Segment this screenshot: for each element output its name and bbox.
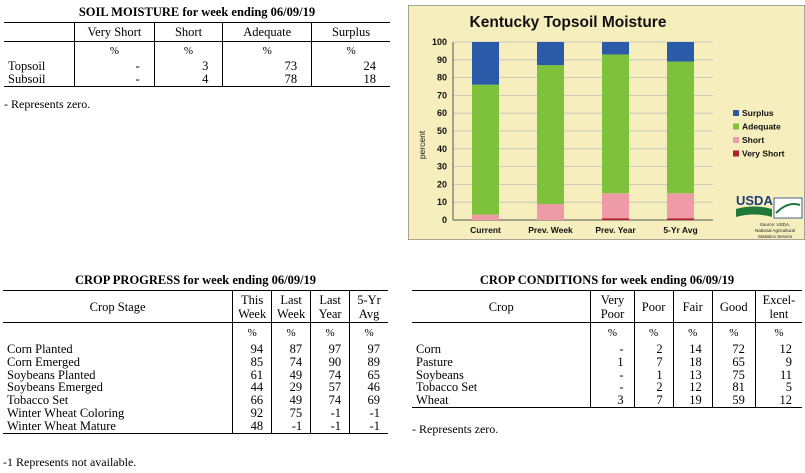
column-header: Last Year — [310, 290, 350, 323]
chart-title: Kentucky Topsoil Moisture — [470, 14, 667, 31]
y-tick-label: 90 — [437, 55, 447, 65]
column-header: Short — [153, 22, 223, 42]
y-tick-label: 80 — [437, 73, 447, 83]
unit-row: %%%% — [3, 322, 388, 343]
legend-swatch — [733, 150, 739, 157]
bar-segment — [667, 193, 694, 219]
y-tick-label: 100 — [432, 37, 447, 47]
usda-logo: USDA — [736, 193, 803, 219]
bar-segment — [472, 84, 499, 215]
topsoil-moisture-chart: Kentucky Topsoil Moisture 0 10 20 30 40 50 60 7… — [407, 4, 805, 241]
column-header: Crop — [412, 290, 591, 323]
bar-segment — [537, 203, 564, 220]
column-header: Poor — [633, 290, 674, 323]
column-header: Fair — [672, 290, 713, 323]
y-tick-label: 50 — [437, 126, 447, 136]
bar-segment — [472, 42, 499, 85]
legend-label: Short — [742, 135, 764, 145]
table-row: Soybeans Planted 61 49 74 65 — [3, 368, 388, 382]
column-header: Very Short — [74, 22, 155, 42]
bar-segment — [602, 193, 629, 219]
crop-progress-table: Crop Stage This Week Last Week Last Year… — [3, 290, 388, 434]
bar-segment — [667, 42, 694, 62]
legend-swatch — [733, 123, 739, 130]
y-tick-label: 0 — [442, 215, 447, 225]
table-row: Pasture 1 7 18 65 9 — [412, 355, 802, 369]
bar-segment — [667, 61, 694, 194]
column-header: Very Poor — [590, 290, 635, 323]
crop-conditions-title: CROP CONDITIONS for week ending 06/09/19 — [479, 273, 735, 287]
legend-swatch — [733, 110, 739, 116]
y-tick-label: 60 — [437, 108, 447, 118]
x-tick-label: Prev. Week — [528, 225, 573, 235]
column-header: 5-Yr Avg — [349, 290, 388, 323]
legend-label: Surplus — [742, 108, 774, 118]
y-tick-label: 30 — [437, 162, 447, 172]
crop-conditions-table: Crop Very Poor Poor Fair Good Excel- len… — [412, 290, 802, 408]
table-row: Corn Emerged 85 74 90 89 — [3, 355, 388, 369]
column-header: Last Week — [271, 290, 311, 323]
column-header: Adequate — [222, 22, 312, 42]
x-tick-label: 5-Yr Avg — [663, 225, 697, 235]
bar-segment — [472, 214, 499, 220]
table-row: Topsoil -3 73 24 — [4, 60, 390, 73]
bar-segment — [537, 65, 564, 204]
table-row: Soybeans -1 13 75 11 — [412, 368, 802, 382]
bar-segment — [602, 218, 629, 220]
column-header: Good — [711, 290, 756, 323]
y-tick-label: 70 — [437, 90, 447, 100]
y-tick-label: 40 — [437, 144, 447, 154]
table-row: Corn Planted 94 87 97 97 — [3, 343, 388, 356]
x-tick-label: Current — [470, 225, 501, 235]
y-tick-label: 10 — [437, 197, 447, 207]
column-header: This Week — [232, 290, 272, 323]
unit-row: %%%% — [4, 41, 390, 60]
legend-label: Adequate — [742, 122, 781, 132]
table-row: Subsoil -4 78 18 — [4, 73, 390, 87]
bar-segment — [602, 42, 629, 55]
table-row: Winter Wheat Coloring 92 75 -1 -1 — [3, 407, 388, 420]
legend-label: Very Short — [742, 149, 785, 159]
unit-row: %%%%% — [412, 322, 802, 343]
column-header: Surplus — [311, 22, 390, 42]
bar-segment — [667, 218, 694, 220]
y-axis-label: percent — [417, 130, 427, 159]
y-tick-label: 20 — [437, 179, 447, 189]
source-line: Source: USDA, — [760, 222, 791, 227]
column-header: Excel- lent — [754, 290, 802, 323]
svg-text:USDA: USDA — [736, 193, 773, 208]
table-row: Winter Wheat Mature 48 -1 -1 -1 — [3, 419, 388, 434]
table-row: Tobacco Set 66 49 74 69 — [3, 394, 388, 407]
bar-segment — [602, 54, 629, 194]
column-header — [4, 22, 75, 42]
table-row: Corn -2 14 72 12 — [412, 343, 802, 356]
table-row: Soybeans Emerged 44 29 57 46 — [3, 381, 388, 395]
source-line: Statistics Service — [758, 234, 793, 239]
progress-footnote: -1 Represents not available. — [3, 455, 137, 469]
conditions-footnote: - Represents zero. — [412, 422, 499, 436]
x-tick-label: Prev. Year — [595, 225, 636, 235]
crop-progress-title: CROP PROGRESS for week ending 06/09/19 — [74, 273, 317, 287]
soil-moisture-title: SOIL MOISTURE for week ending 06/09/19 — [78, 5, 316, 19]
legend-swatch — [733, 137, 739, 143]
source-line: National Agricultural — [755, 228, 795, 233]
table-row: Tobacco Set -2 12 81 5 — [412, 381, 802, 395]
soil-moisture-table: Very Short Short Adequate Surplus %%%% T… — [4, 22, 390, 87]
bar-segment — [537, 42, 564, 66]
table-row: Wheat 3 7 19 59 12 — [412, 394, 802, 408]
column-header: Crop Stage — [3, 290, 233, 323]
soil-footnote: - Represents zero. — [4, 97, 91, 111]
